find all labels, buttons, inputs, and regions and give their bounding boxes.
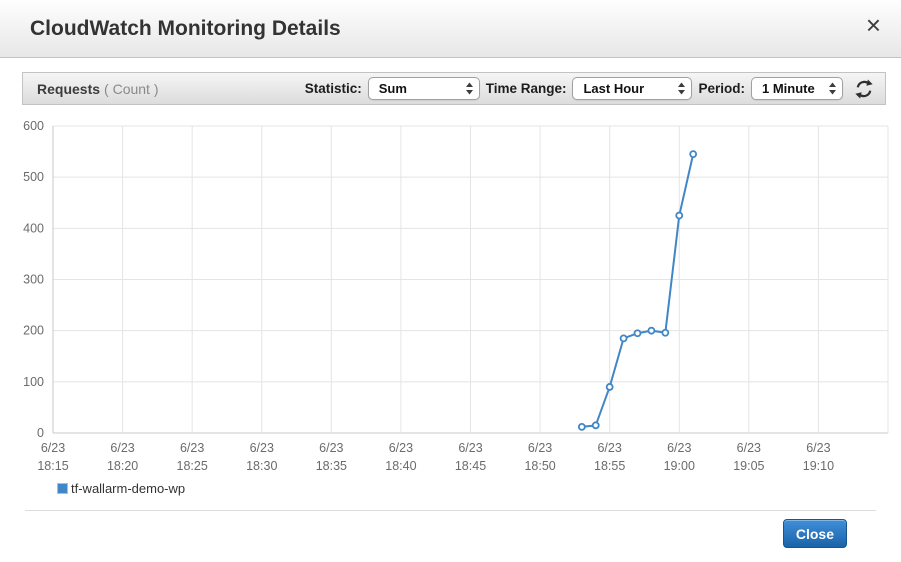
period-value: 1 Minute — [762, 81, 815, 96]
time-range-select[interactable]: Last Hour — [572, 77, 693, 100]
x-tick-date-label: 6/23 — [319, 441, 343, 455]
y-tick-label: 600 — [23, 119, 44, 133]
x-tick-date-label: 6/23 — [180, 441, 204, 455]
data-point — [605, 383, 614, 391]
y-tick-label: 0 — [37, 426, 44, 440]
data-point — [619, 334, 628, 343]
requests-line-chart: 0 100 200 300 400 500 600 6/23 18:15 6/23 18:20 6/2… — [23, 119, 889, 473]
x-tick-time-label: 18:50 — [524, 459, 555, 473]
x-tick-date-label: 6/23 — [737, 441, 761, 455]
statistic-select[interactable]: Sum — [367, 77, 480, 100]
footer-divider — [25, 510, 876, 511]
x-tick-time-label: 18:15 — [37, 459, 68, 473]
period-label: Period: — [698, 81, 745, 96]
dialog-title: CloudWatch Monitoring Details — [30, 17, 341, 40]
x-tick-time-label: 18:25 — [177, 459, 208, 473]
x-tick-time-label: 18:20 — [107, 459, 138, 473]
dialog-header: CloudWatch Monitoring Details × — [0, 0, 901, 58]
statistic-value: Sum — [378, 81, 407, 96]
x-tick-date-label: 6/23 — [41, 441, 65, 455]
x-tick-date-label: 6/23 — [597, 441, 621, 455]
data-point — [661, 328, 670, 337]
updown-arrows-icon — [465, 82, 474, 95]
y-tick-label: 300 — [23, 273, 44, 287]
x-tick-time-label: 18:30 — [246, 459, 277, 473]
data-point — [689, 150, 698, 159]
x-tick-date-label: 6/23 — [528, 441, 552, 455]
time-range-value: Last Hour — [583, 81, 645, 96]
x-tick-time-label: 18:35 — [316, 459, 347, 473]
statistic-label: Statistic: — [304, 81, 362, 96]
data-point — [647, 326, 656, 335]
close-icon[interactable]: × — [865, 10, 881, 40]
time-range-label: Time Range: — [485, 81, 567, 96]
period-select[interactable]: 1 Minute — [751, 77, 843, 100]
x-tick-time-label: 19:10 — [803, 459, 834, 473]
x-tick-date-label: 6/23 — [806, 441, 830, 455]
y-tick-label: 500 — [23, 170, 44, 184]
metric-name: Requests — [37, 80, 101, 97]
x-tick-date-label: 6/23 — [458, 441, 482, 455]
updown-arrows-icon — [828, 82, 837, 95]
x-tick-time-label: 18:45 — [455, 459, 486, 473]
refresh-icon — [855, 78, 873, 99]
x-tick-date-label: 6/23 — [110, 441, 134, 455]
y-tick-label: 200 — [23, 324, 44, 338]
y-tick-label: 400 — [23, 221, 44, 235]
legend-label: tf-wallarm-demo-wp — [71, 481, 186, 496]
x-tick-time-label: 18:55 — [594, 459, 625, 473]
updown-arrows-icon — [677, 82, 686, 95]
data-point — [675, 211, 684, 220]
x-tick-date-label: 6/23 — [389, 441, 413, 455]
chart-toolbar: Requests ( Count ) Statistic: Sum Time R… — [22, 72, 886, 105]
legend-swatch — [57, 483, 68, 494]
y-tick-label: 100 — [23, 375, 44, 389]
x-tick-time-label: 18:40 — [385, 459, 416, 473]
close-button[interactable]: Close — [782, 519, 847, 548]
data-point — [577, 422, 586, 431]
data-point — [633, 329, 642, 338]
x-tick-date-label: 6/23 — [250, 441, 274, 455]
refresh-button[interactable] — [851, 77, 877, 101]
data-point — [591, 421, 600, 430]
x-tick-time-label: 19:00 — [664, 459, 695, 473]
x-tick-date-label: 6/23 — [667, 441, 691, 455]
toolbar-controls: Statistic: Sum Time Range: Last Hour Per… — [305, 77, 877, 101]
metric-unit: ( Count ) — [104, 80, 159, 97]
chart-legend: tf-wallarm-demo-wp — [57, 481, 185, 496]
x-tick-time-label: 19:05 — [733, 459, 764, 473]
series-line — [581, 153, 695, 428]
